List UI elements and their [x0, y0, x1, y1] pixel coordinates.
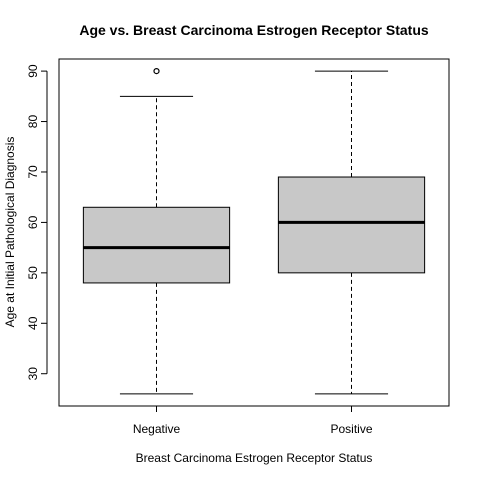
y-tick-label: 80 [26, 115, 40, 129]
box-positive [277, 70, 426, 395]
box-iqr [82, 206, 231, 284]
x-axis-label: Breast Carcinoma Estrogen Receptor Statu… [136, 451, 373, 465]
y-tick-label: 60 [26, 215, 40, 229]
y-axis-label: Age at Initial Pathological Diagnosis [3, 137, 17, 328]
y-tick-label: 40 [26, 316, 40, 330]
x-tick-label: Positive [330, 422, 372, 436]
box-negative [82, 68, 231, 395]
box-group [82, 68, 426, 395]
x-axis: Negative Positive [133, 405, 373, 436]
y-tick-label: 50 [26, 266, 40, 280]
y-tick-label: 90 [26, 64, 40, 78]
chart-title: Age vs. Breast Carcinoma Estrogen Recept… [79, 22, 429, 38]
box-iqr [277, 176, 426, 274]
outlier-point [153, 68, 160, 75]
y-tick-label: 30 [26, 367, 40, 381]
y-axis: 30 40 50 60 70 80 90 [26, 64, 48, 381]
x-tick-label: Negative [133, 422, 181, 436]
y-tick-label: 70 [26, 165, 40, 179]
